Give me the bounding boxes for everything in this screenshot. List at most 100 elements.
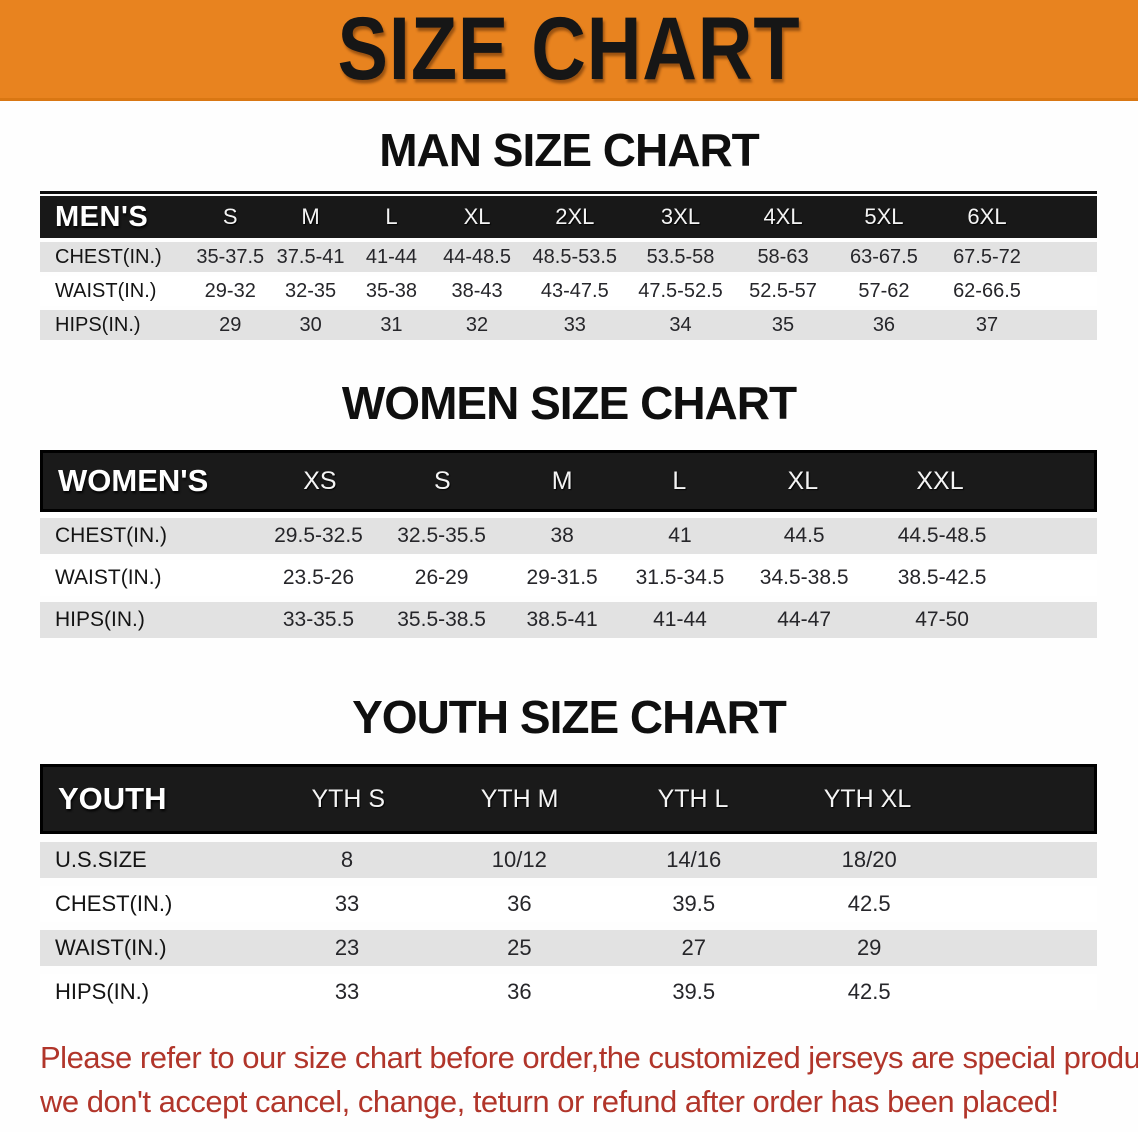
size-cell: 27 [681, 935, 706, 960]
size-cell: 14/16 [666, 847, 722, 872]
men-group-label: MEN'S [55, 200, 149, 233]
size-cell: 67.5-72 [953, 245, 1021, 268]
size-cell: 42.5 [847, 979, 891, 1004]
size-cell: 44-48.5 [443, 245, 511, 268]
size-cell: 34 [669, 313, 692, 336]
size-cell: 18/20 [841, 847, 897, 872]
women-table-header: WOMEN'S XS S M L XL XXL [40, 450, 1097, 512]
disclaimer-line-1: Please refer to our size chart before or… [40, 1040, 1138, 1075]
men-table-topline [40, 191, 1097, 194]
row-label: WAIST(IN.) [55, 566, 162, 589]
row-label: U.S.SIZE [55, 847, 147, 872]
column-header: M [301, 204, 320, 229]
size-cell: 31 [380, 313, 403, 336]
size-cell: 8 [340, 847, 354, 872]
size-cell: 57-62 [858, 279, 910, 302]
size-cell: 38 [550, 524, 574, 547]
size-cell: 33-35.5 [282, 608, 355, 631]
column-header: 6XL [967, 204, 1007, 229]
size-cell: 32 [465, 313, 489, 336]
size-cell: 35-37.5 [196, 245, 265, 268]
column-header: YTH S [311, 784, 386, 813]
size-cell: 44.5-48.5 [897, 524, 987, 547]
row-label: CHEST(IN.) [55, 524, 167, 547]
size-cell: 35.5-38.5 [397, 608, 486, 631]
size-cell: 44-47 [777, 608, 832, 631]
table-row: WAIST(IN.) 23.5-26 26-29 29-31.5 31.5-34.5 34… [40, 560, 1097, 596]
size-cell: 35-38 [365, 279, 418, 302]
column-header: YTH M [480, 784, 559, 813]
size-cell: 36 [872, 313, 896, 336]
row-label: HIPS(IN.) [55, 608, 145, 631]
row-label: WAIST(IN.) [55, 935, 167, 960]
size-cell: 33 [334, 891, 360, 916]
size-cell: 42.5 [847, 891, 891, 916]
size-cell: 38.5-42.5 [897, 566, 987, 589]
size-cell: 44.5 [783, 524, 825, 547]
size-cell: 32-35 [285, 279, 337, 302]
size-cell: 38-43 [451, 279, 503, 302]
women-group-label: WOMEN'S [58, 463, 209, 498]
size-cell: 53.5-58 [646, 245, 715, 268]
size-cell: 10/12 [491, 847, 547, 872]
men-table-header: MEN'S S M L XL 2XL 3XL 4XL 5XL 6XL [40, 196, 1097, 238]
size-cell: 39.5 [672, 979, 716, 1004]
size-cell: 39.5 [672, 891, 716, 916]
size-cell: 29-31.5 [526, 566, 598, 589]
size-cell: 33 [334, 979, 360, 1004]
column-header: S [222, 204, 238, 229]
table-row: HIPS(IN.) 33 36 39.5 42.5 [40, 974, 1097, 1010]
column-header: 2XL [555, 204, 595, 229]
size-cell: 29 [856, 935, 882, 960]
women-section-heading: WOMEN SIZE CHART [341, 377, 797, 429]
table-row: CHEST(IN.) 35-37.5 37.5-41 41-44 44-48.5 48.5… [40, 242, 1097, 272]
size-cell: 25 [507, 935, 532, 960]
column-header: 4XL [763, 204, 803, 229]
column-header: 3XL [660, 204, 701, 229]
column-header: XXL [916, 466, 964, 495]
column-header: YTH L [657, 784, 729, 813]
size-cell: 29 [219, 313, 242, 336]
row-label: WAIST(IN.) [55, 279, 157, 302]
size-cell: 37 [975, 313, 999, 336]
youth-table-header: YOUTH YTH S YTH M YTH L YTH XL [40, 764, 1097, 834]
men-size-table: MEN'S S M L XL 2XL 3XL 4XL 5XL 6XL CHEST(IN.) 35-37… [40, 196, 1097, 340]
size-cell: 41-44 [653, 608, 707, 631]
disclaimer-line-2: we don't accept cancel, change, teturn o… [40, 1084, 1059, 1119]
section-youth: YOUTH SIZE CHART YOUTH YTH S YTH M YTH L YTH… [0, 694, 1138, 1010]
column-header: XL [787, 466, 819, 495]
size-cell: 29.5-32.5 [274, 524, 363, 547]
size-cell: 58-63 [757, 245, 809, 268]
table-row: U.S.SIZE 8 10/12 14/16 18/20 [40, 842, 1097, 878]
size-cell: 32.5-35.5 [397, 524, 486, 547]
women-size-table: WOMEN'S XS S M L XL XXL CHEST(IN.) 29.5-32.5 32.5… [40, 450, 1097, 638]
size-cell: 63-67.5 [850, 245, 918, 268]
column-header: L [672, 466, 687, 495]
banner-title: SIZE CHART [337, 0, 801, 99]
size-cell: 37.5-41 [276, 245, 345, 268]
column-header: 5XL [864, 204, 904, 229]
disclaimer: Please refer to our size chart before or… [40, 1036, 1138, 1124]
youth-section-heading: YOUTH SIZE CHART [352, 691, 787, 743]
column-header: XL [463, 204, 491, 229]
size-cell: 36 [507, 891, 532, 916]
section-women: WOMEN SIZE CHART WOMEN'S XS S M L XL XXL CHEST(… [0, 380, 1138, 638]
size-cell: 41-44 [365, 245, 418, 268]
size-cell: 52.5-57 [749, 279, 817, 302]
row-label: CHEST(IN.) [55, 891, 173, 916]
size-cell: 33 [563, 313, 586, 336]
size-cell: 35 [771, 313, 795, 336]
column-header: M [551, 466, 573, 495]
men-section-heading: MAN SIZE CHART [379, 124, 760, 176]
youth-size-table: YOUTH YTH S YTH M YTH L YTH XL U.S.SIZE 8 10/12… [40, 764, 1097, 1010]
size-cell: 30 [299, 313, 322, 336]
size-cell: 23.5-26 [282, 566, 355, 589]
banner: SIZE CHART [0, 0, 1138, 101]
column-header: YTH XL [823, 784, 912, 813]
size-cell: 41 [668, 524, 692, 547]
table-row: CHEST(IN.) 33 36 39.5 42.5 [40, 886, 1097, 922]
size-cell: 43-47.5 [540, 279, 609, 302]
table-row: HIPS(IN.) 33-35.5 35.5-38.5 38.5-41 41-44 44-… [40, 602, 1097, 638]
size-cell: 62-66.5 [953, 279, 1021, 302]
